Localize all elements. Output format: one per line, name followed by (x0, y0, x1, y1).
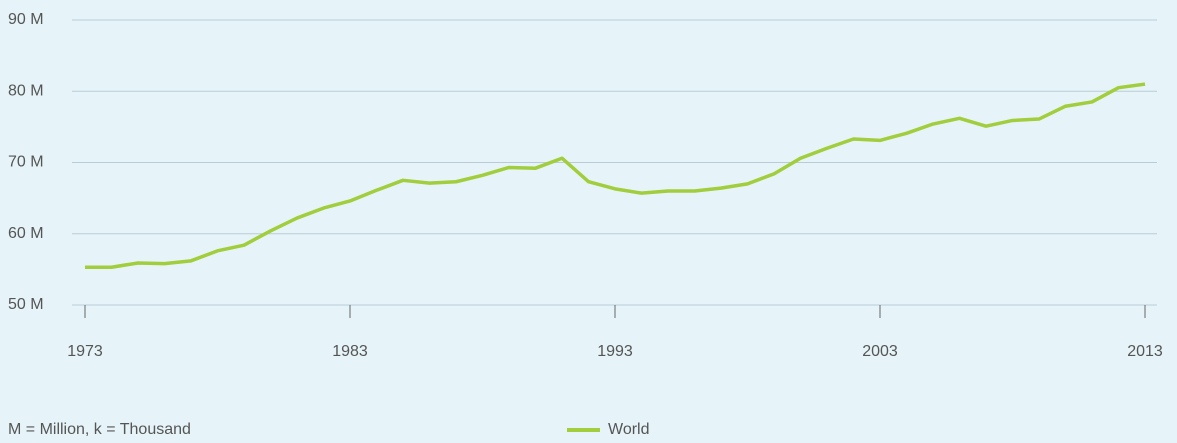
x-tick-label: 2003 (862, 343, 898, 360)
legend-label: World (608, 421, 650, 438)
x-tick-label: 2013 (1127, 343, 1163, 360)
y-tick-label: 80 M (8, 82, 44, 99)
footnote: M = Million, k = Thousand (8, 421, 191, 438)
x-tick-label: 1993 (597, 343, 633, 360)
x-tick-label: 1973 (67, 343, 103, 360)
y-tick-label: 50 M (8, 296, 44, 313)
y-tick-label: 60 M (8, 225, 44, 242)
y-tick-label: 90 M (8, 11, 44, 28)
data-line (85, 82, 1146, 269)
x-tick-label: 1983 (332, 343, 368, 360)
y-tick-label: 70 M (8, 154, 44, 171)
